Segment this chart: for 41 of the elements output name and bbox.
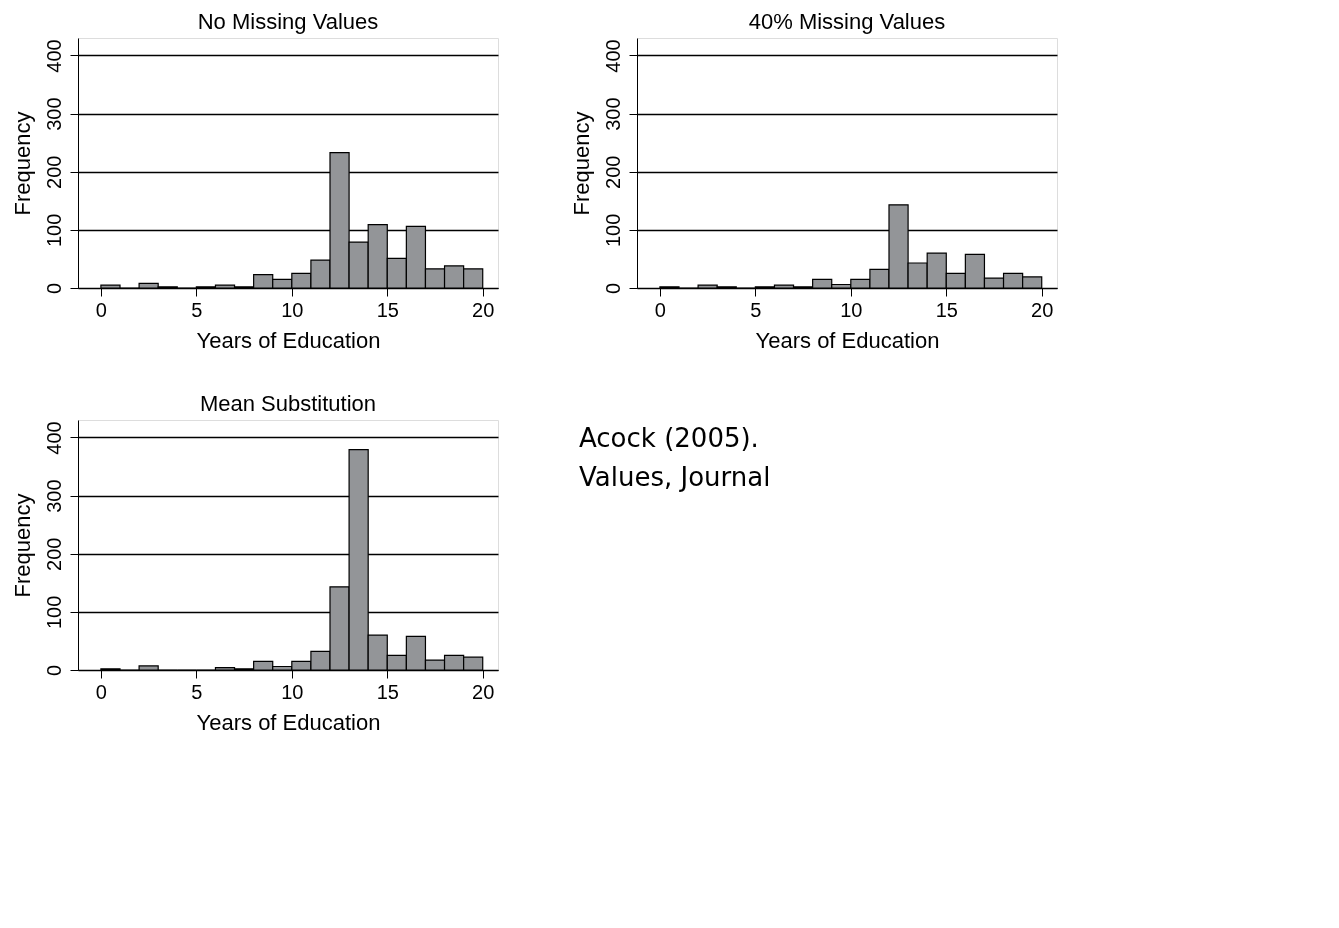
x-tick-label: 5	[191, 298, 203, 321]
y-axis-title: Frequency	[9, 111, 35, 216]
y-tick-label: 0	[42, 282, 65, 295]
y-tick-label: 100	[601, 213, 624, 248]
x-tick-label: 20	[472, 298, 495, 321]
x-tick-label: 0	[95, 680, 107, 703]
x-tick-label: 20	[472, 680, 495, 703]
chart-title: No Missing Values	[197, 9, 379, 34]
y-axis-title: Frequency	[9, 493, 35, 598]
x-tick-label: 10	[281, 298, 304, 321]
x-axis-title: Years of Education	[196, 709, 381, 735]
x-tick-label: 20	[1031, 298, 1054, 321]
x-tick-label: 10	[281, 680, 304, 703]
x-tick-label: 15	[376, 680, 399, 703]
chart-title: Mean Substitution	[199, 391, 377, 416]
y-tick-label: 400	[601, 39, 624, 73]
x-tick-label: 5	[191, 680, 203, 703]
y-tick-label: 0	[601, 282, 624, 295]
y-tick-label: 200	[601, 155, 624, 189]
x-tick-label: 5	[750, 298, 762, 321]
chart-title: 40% Missing Values	[748, 9, 946, 34]
text: Values, Journal	[579, 461, 771, 492]
y-tick-label: 400	[42, 39, 65, 73]
x-tick-label: 15	[935, 298, 958, 321]
y-tick-label: 100	[42, 213, 65, 248]
x-tick-label: 10	[840, 298, 863, 321]
y-tick-label: 300	[42, 479, 65, 513]
y-tick-label: 100	[42, 595, 65, 630]
y-tick-label: 400	[42, 421, 65, 455]
text: Acock (2005).	[579, 423, 759, 454]
x-tick-label: 0	[95, 298, 107, 321]
x-axis-title: Years of Education	[196, 327, 381, 353]
y-axis-title: Frequency	[568, 111, 594, 216]
y-tick-label: 0	[42, 664, 65, 677]
y-tick-label: 300	[42, 97, 65, 131]
y-tick-label: 300	[601, 97, 624, 131]
x-axis-title: Years of Education	[755, 327, 940, 353]
x-tick-label: 0	[654, 298, 666, 321]
y-tick-label: 200	[42, 155, 65, 189]
x-tick-label: 15	[376, 298, 399, 321]
y-tick-label: 200	[42, 537, 65, 571]
